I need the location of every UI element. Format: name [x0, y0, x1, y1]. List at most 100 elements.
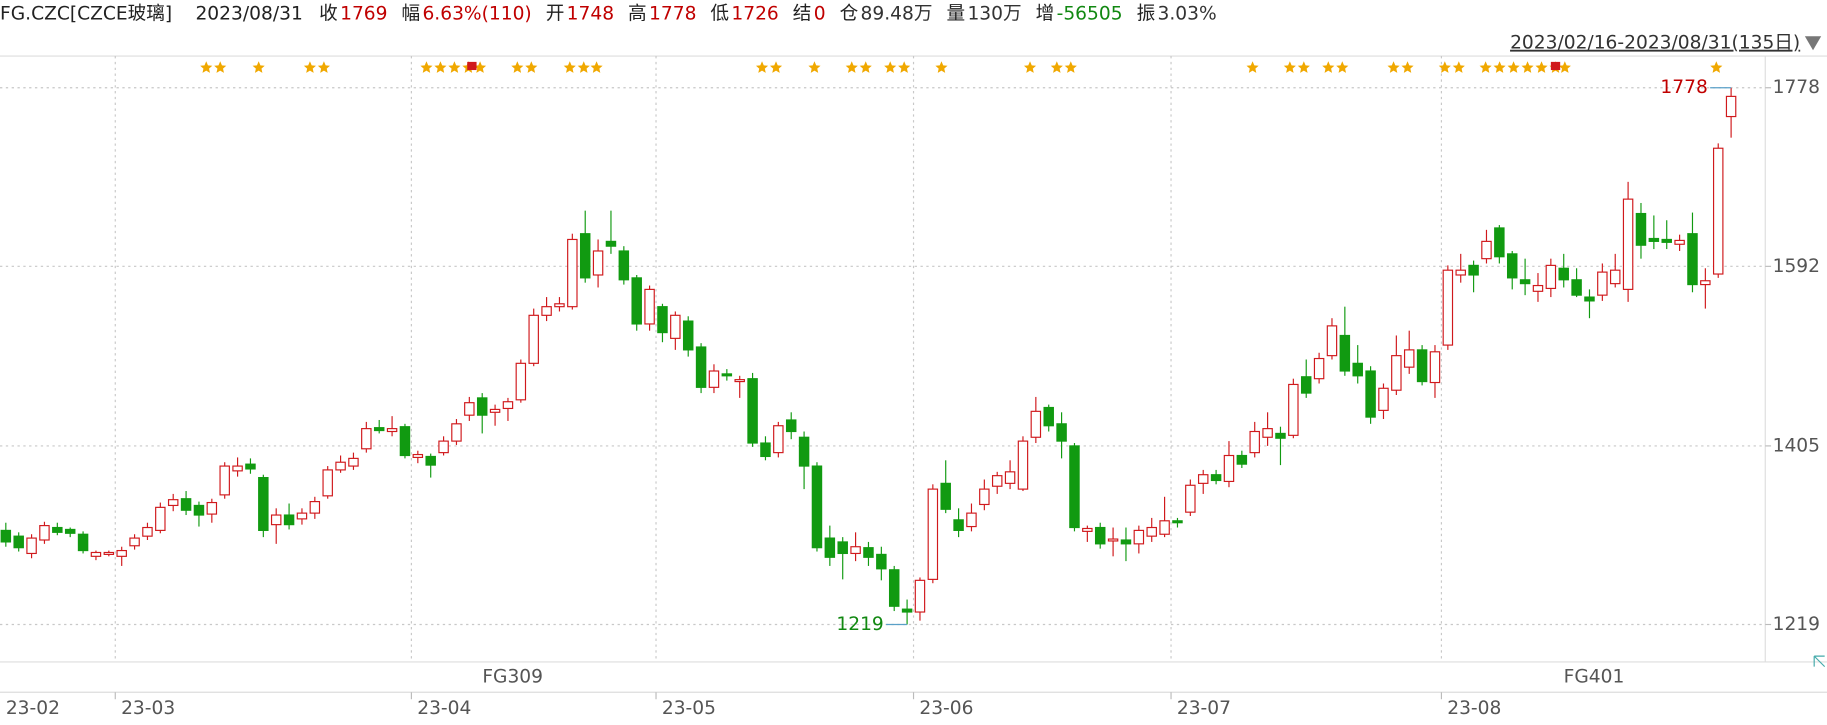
candle-body: [1403, 349, 1415, 368]
event-flag: [1550, 61, 1561, 71]
candle-body: [1030, 410, 1042, 438]
range-dropdown[interactable]: [1804, 36, 1822, 51]
candle-body: [1326, 325, 1338, 357]
candle-body: [1635, 212, 1647, 246]
candle-body: [1416, 349, 1428, 383]
range-label[interactable]: 2023/02/16-2023/08/31(135日): [1510, 33, 1800, 54]
candle-body: [1429, 351, 1441, 384]
candle-body: [579, 233, 591, 279]
candle-body: [1352, 362, 1363, 377]
event-star: [1050, 61, 1063, 73]
candle-body: [412, 453, 424, 459]
event-star: [1401, 61, 1414, 73]
field-value: 1769: [340, 4, 387, 25]
date: 2023/08/31: [195, 4, 302, 25]
candle-body: [747, 378, 758, 444]
candle-body: [1584, 296, 1595, 302]
event-star: [303, 61, 316, 73]
candle-body: [1159, 520, 1170, 535]
candle-body: [567, 238, 578, 308]
event-star: [1535, 61, 1548, 73]
event-star: [317, 61, 330, 73]
candle-body: [39, 525, 50, 541]
candle-body: [1609, 269, 1621, 285]
candle-body: [1172, 520, 1183, 524]
candle-body: [605, 240, 617, 247]
candle-body: [167, 499, 179, 507]
candle-body: [26, 537, 37, 555]
candle-body: [476, 397, 488, 416]
candle-body: [798, 436, 810, 467]
event-star: [1064, 61, 1077, 73]
x-tick-label: 23-05: [662, 698, 716, 719]
candle-body: [1249, 430, 1260, 454]
candle-body: [682, 320, 694, 351]
event-star: [755, 61, 769, 73]
field-label: 增: [1036, 4, 1055, 25]
candle-body: [90, 551, 102, 557]
event-star: [859, 61, 872, 73]
candle-body: [335, 461, 346, 471]
candle-body: [1622, 198, 1634, 290]
candle-body: [1687, 233, 1698, 286]
y-tick-label: 1778: [1773, 77, 1820, 98]
event-star: [1507, 61, 1520, 73]
field-label: 高: [628, 4, 647, 25]
field-value: 1726: [731, 4, 778, 25]
event-star: [1521, 61, 1534, 73]
candle-body: [348, 457, 359, 467]
candle-body: [129, 537, 140, 547]
candle-body: [631, 277, 642, 325]
x-tick-label: 23-07: [1177, 698, 1231, 719]
candle-body: [914, 579, 926, 613]
candle-body: [541, 306, 552, 316]
candle-body: [837, 541, 848, 555]
candle-body: [296, 512, 308, 520]
event-star: [511, 61, 524, 73]
field-value: 1778: [649, 4, 696, 25]
event-star: [1336, 61, 1349, 73]
candle-body: [528, 314, 539, 364]
candle-body: [1339, 334, 1351, 372]
candle-body: [1056, 423, 1067, 442]
event-star: [252, 61, 265, 73]
field-value: 3.03%: [1158, 4, 1217, 25]
candle-body: [1365, 370, 1376, 418]
candle-body: [979, 488, 990, 506]
candle-body: [206, 501, 218, 515]
candle-body: [464, 402, 475, 416]
field-label: 开: [546, 4, 565, 25]
candle-body: [270, 514, 282, 526]
candle-body: [438, 440, 449, 454]
x-tick-label: 23-06: [919, 698, 973, 719]
candle-body: [322, 469, 333, 497]
contract-label: FG401: [1564, 667, 1625, 688]
x-tick-label: 23-04: [417, 698, 471, 719]
candle-body: [953, 519, 964, 531]
event-star: [935, 61, 948, 73]
candle-body: [361, 428, 372, 450]
field-value: 6.63%(110): [422, 4, 531, 25]
candle-body: [670, 314, 681, 339]
candle-body: [811, 465, 823, 549]
event-star: [1479, 61, 1492, 73]
candle-body: [760, 442, 771, 458]
candle-body: [1712, 147, 1724, 275]
candle-body: [1185, 484, 1196, 513]
candle-body: [1468, 264, 1479, 276]
event-star: [525, 61, 538, 73]
candle-body: [657, 306, 668, 334]
field-label: 仓: [840, 4, 859, 25]
event-star: [845, 61, 858, 73]
event-star: [884, 61, 897, 73]
candle-body: [142, 526, 153, 537]
candle-body: [1082, 527, 1093, 532]
candle-body: [1558, 267, 1569, 281]
candle-body: [489, 408, 501, 413]
candle-body: [1004, 471, 1016, 484]
event-star: [473, 61, 487, 73]
candle-body: [232, 465, 243, 472]
candle-body: [1300, 376, 1312, 394]
candle-body: [1481, 240, 1492, 260]
